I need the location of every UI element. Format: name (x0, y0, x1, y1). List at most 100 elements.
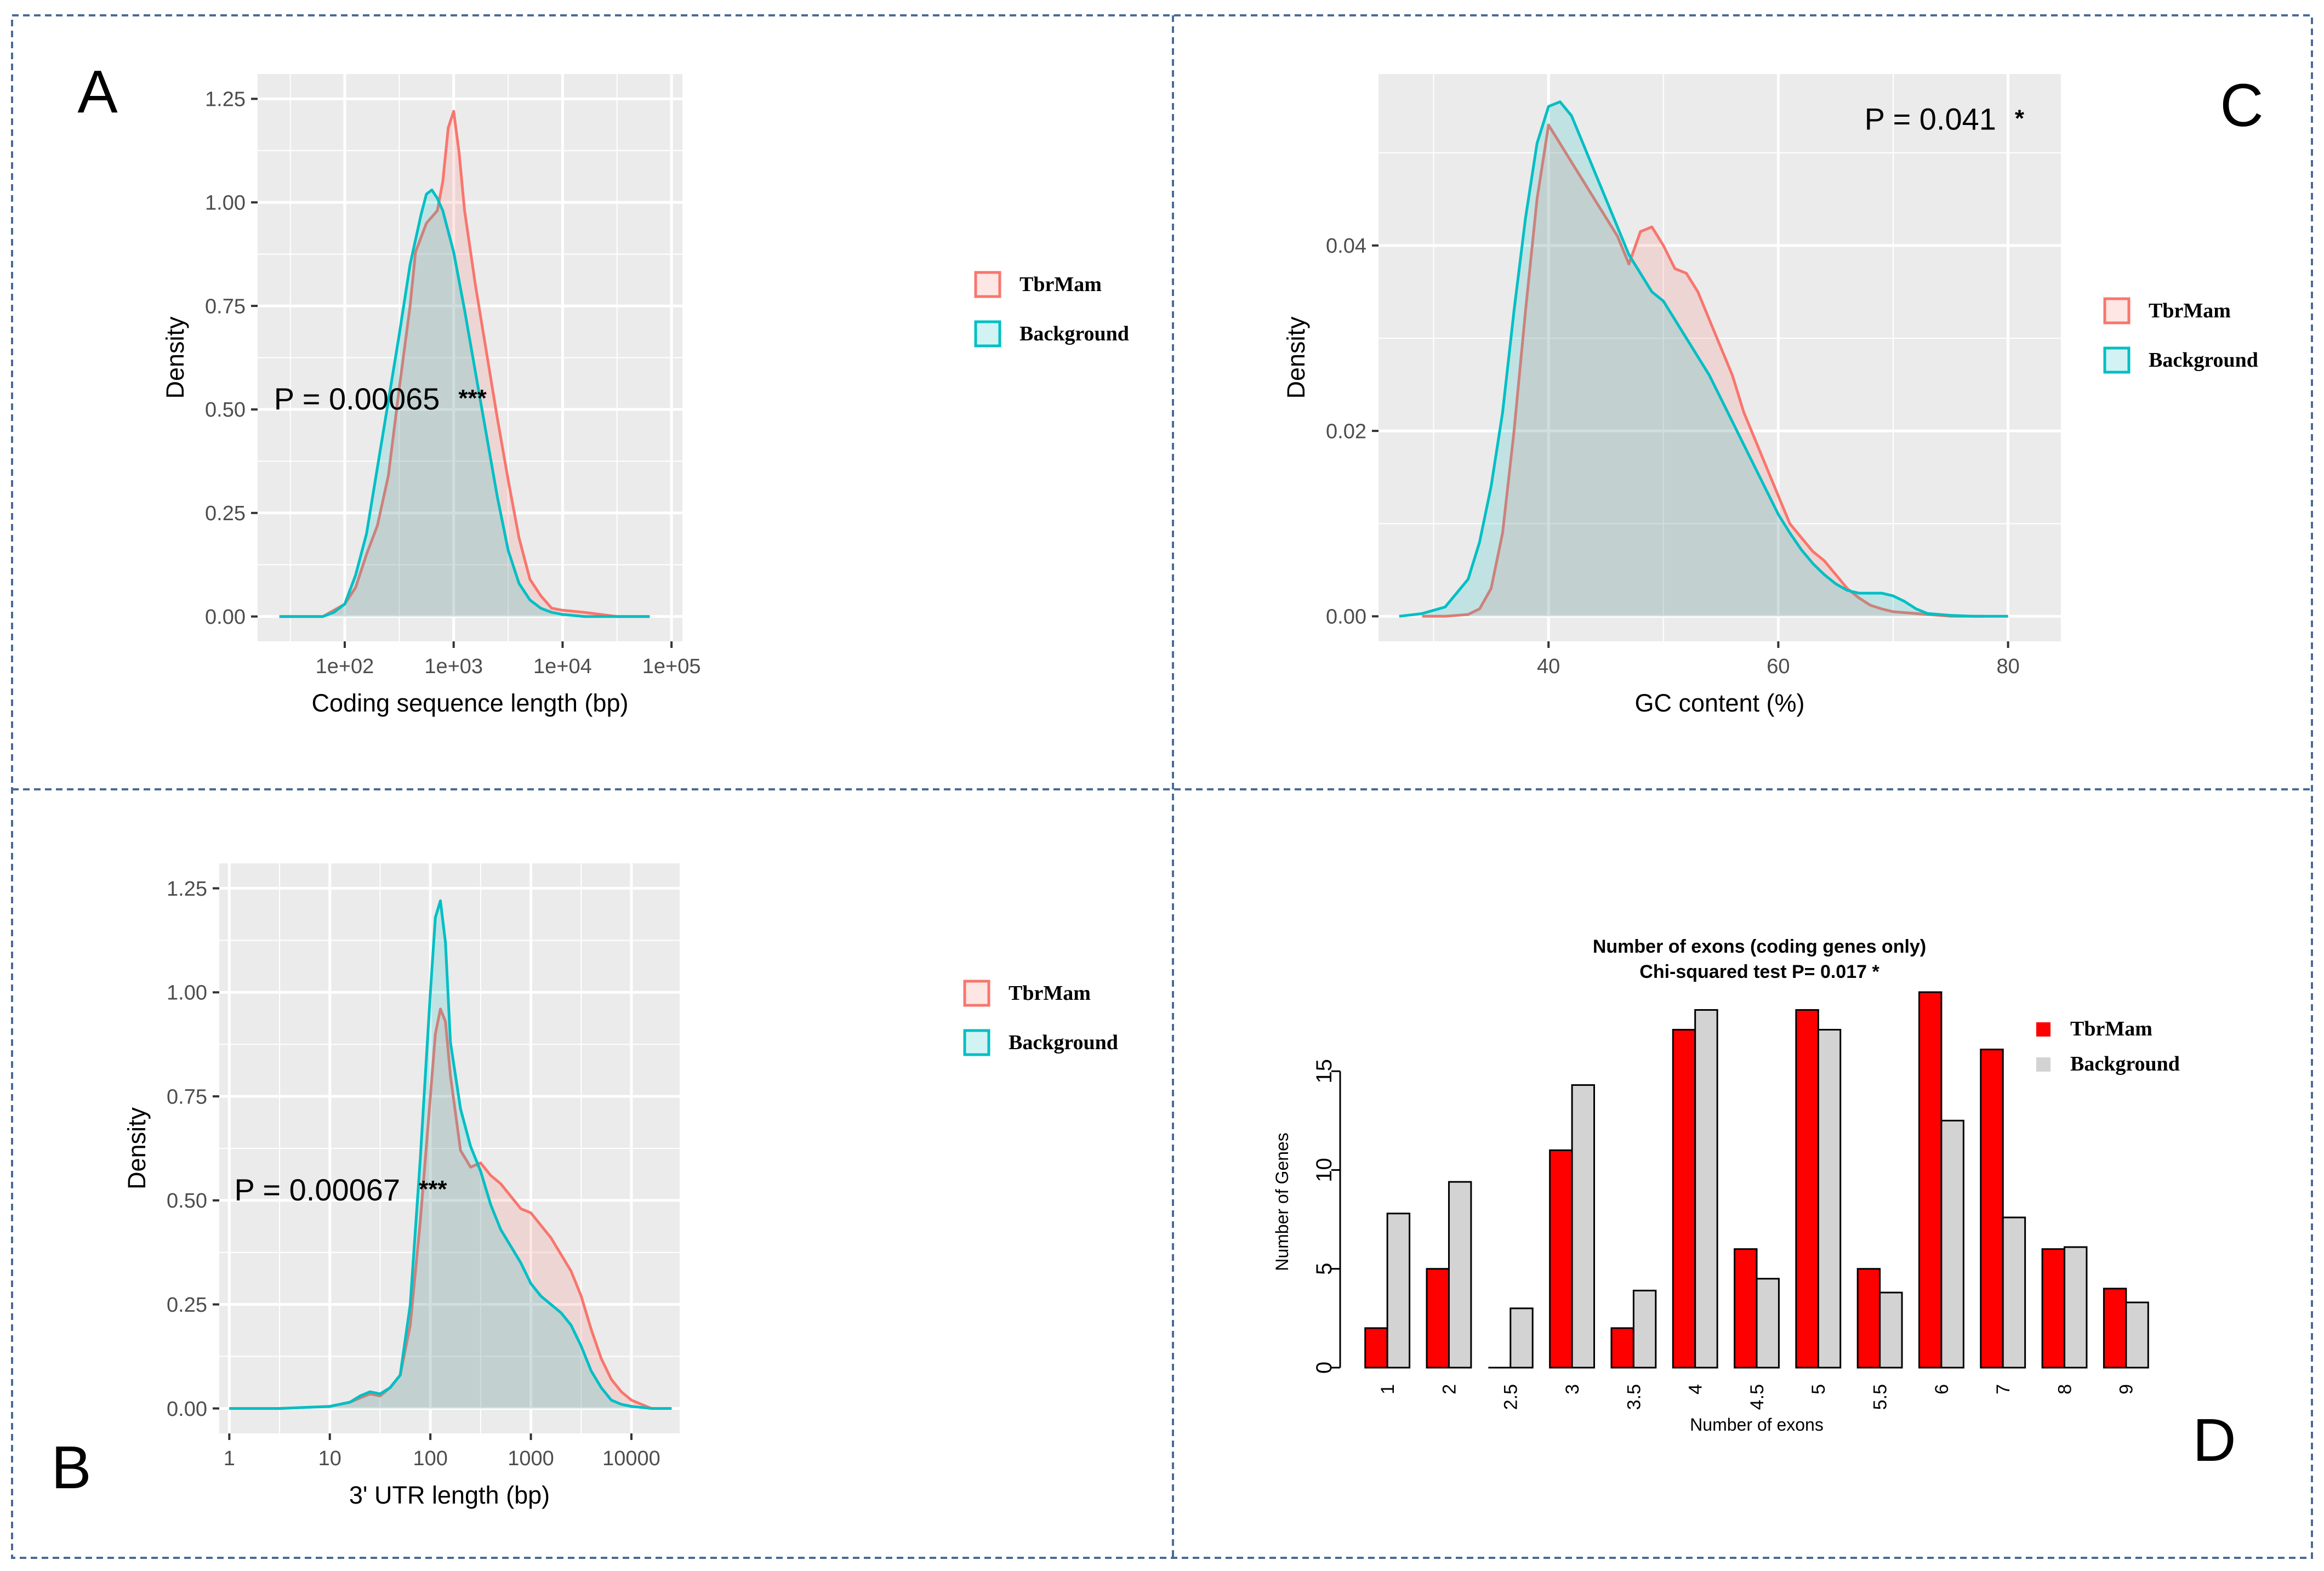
y-tick-label: 1.25 (167, 878, 207, 901)
bar-tbrmam (1856, 1268, 1881, 1369)
legend-label-tbrmam: TbrMam (1009, 982, 1091, 1005)
bar-background (1510, 1307, 1534, 1369)
x-axis-label: Number of exons (1690, 1415, 1824, 1435)
y-tick-label: 1.00 (167, 982, 207, 1005)
x-tick-label: 2 (1439, 1384, 1460, 1394)
panel-letter: A (77, 58, 118, 126)
legend-label-tbrmam: TbrMam (2149, 299, 2231, 322)
bar-tbrmam (1549, 1149, 1573, 1369)
chart-title: Number of exons (coding genes only) (1593, 936, 1926, 957)
bar-background (1940, 1119, 1964, 1369)
legend-key-tbrmam (2036, 1022, 2050, 1037)
y-tick-label: 0.50 (167, 1189, 207, 1213)
bar-background (1694, 1009, 1718, 1369)
p-value-annotation: P = 0.041 (1865, 101, 1996, 136)
x-tick-label: 6 (1932, 1384, 1952, 1394)
bar-background (1756, 1278, 1780, 1369)
x-tick-label: 1e+03 (424, 655, 483, 678)
bar-tbrmam (1980, 1049, 2004, 1369)
x-tick-label: 7 (1993, 1384, 2014, 1394)
bar-background (1879, 1291, 1903, 1369)
legend-label-background: Background (1019, 322, 1129, 345)
x-tick-label: 5.5 (1870, 1384, 1891, 1410)
y-tick-label: 0.00 (1326, 606, 1366, 629)
bar-background (1632, 1289, 1657, 1369)
legend-key-background (2036, 1057, 2050, 1072)
x-tick-label: 4 (1685, 1384, 1706, 1394)
panel-c: 40 60 80 0.00 0.02 0.04 GC content (%) Density P… (1282, 72, 2264, 717)
bar-background (2064, 1246, 2088, 1369)
legend-key-background (974, 320, 1001, 348)
x-axis-label: 3' UTR length (bp) (349, 1481, 550, 1509)
bar-tbrmam (1364, 1327, 1388, 1369)
p-value-annotation: P = 0.00065 (274, 382, 440, 416)
x-tick-label: 8 (2054, 1384, 2075, 1394)
y-axis-label: Density (123, 1107, 151, 1189)
density-area-tbrmam (279, 111, 650, 617)
y-tick-label: 0.02 (1326, 420, 1366, 443)
panel-letter: D (2192, 1407, 2236, 1474)
x-tick-label: 3.5 (1624, 1384, 1644, 1410)
x-tick-label: 100 (413, 1447, 447, 1470)
x-tick-label: 1e+02 (316, 655, 374, 678)
density-line-background (279, 189, 650, 618)
density-area-tbrmam (1422, 125, 1985, 617)
y-axis-label: Number of Genes (1272, 1132, 1292, 1271)
significance-stars: *** (419, 1176, 447, 1203)
x-tick-label: 10 (318, 1447, 341, 1470)
bar-background (2125, 1301, 2149, 1369)
density-line-background (229, 899, 672, 1410)
x-tick-label: 2.5 (1501, 1384, 1522, 1410)
y-tick-label: 0 (1312, 1362, 1336, 1374)
y-axis-label: Density (161, 316, 189, 399)
panel-letter: B (51, 1434, 91, 1501)
legend-label-tbrmam: TbrMam (2070, 1017, 2152, 1040)
x-tick-label: 60 (1767, 655, 1790, 678)
x-tick-label: 5 (1808, 1384, 1829, 1394)
y-tick-label: 0.25 (205, 502, 246, 525)
y-tick-label: 10 (1312, 1158, 1336, 1182)
significance-stars: *** (458, 385, 487, 412)
panel-d: 1 2 2.5 3 3.5 4 4.5 5 5.5 6 7 8 9 0 5 10 15 Number of exo… (1272, 936, 2236, 1474)
bar-tbrmam (1426, 1268, 1450, 1369)
figure-frame (11, 14, 2313, 1559)
y-tick-label: 0.75 (167, 1085, 207, 1108)
legend-label-tbrmam: TbrMam (1019, 273, 1102, 296)
density-area-background (279, 190, 650, 617)
y-tick-label: 0.75 (205, 295, 246, 318)
bar-tbrmam (2041, 1248, 2066, 1369)
x-axis-label: GC content (%) (1634, 689, 1804, 717)
density-line-tbrmam (229, 1008, 672, 1410)
bar-tbrmam (1672, 1029, 1696, 1369)
legend-label-background: Background (2070, 1052, 2180, 1075)
y-tick-label: 0.00 (205, 606, 246, 629)
legend-key-background (963, 1029, 990, 1056)
legend-label-background: Background (1009, 1031, 1118, 1054)
density-line-tbrmam (279, 110, 650, 618)
legend-key-tbrmam (974, 271, 1001, 298)
chart-subtitle: Chi-squared test P= 0.017 * (1639, 961, 1879, 982)
x-tick-label: 9 (2116, 1384, 2137, 1394)
legend-key-tbrmam (2103, 297, 2131, 325)
x-tick-label: 1e+05 (642, 655, 701, 678)
p-value-annotation: P = 0.00067 (235, 1172, 401, 1207)
x-axis-label: Coding sequence length (bp) (312, 689, 629, 717)
bar-background (1571, 1084, 1596, 1369)
y-tick-label: 1.00 (205, 191, 246, 214)
bar-background (1448, 1181, 1472, 1369)
y-tick-label: 0.25 (167, 1294, 207, 1317)
density-area-tbrmam (229, 1009, 672, 1409)
legend-label-background: Background (2149, 349, 2258, 372)
y-tick-label: 15 (1312, 1059, 1336, 1084)
bar-tbrmam (2103, 1288, 2127, 1369)
legend-key-tbrmam (963, 980, 990, 1007)
bar-background (2002, 1216, 2026, 1369)
x-tick-label: 40 (1537, 655, 1560, 678)
bar-background (1386, 1213, 1411, 1369)
bar-tbrmam (1918, 991, 1943, 1369)
panel-a: 1e+02 1e+03 1e+04 1e+05 0.00 0.25 0.50 0.75 1.00… (77, 58, 1129, 717)
x-tick-label: 10000 (602, 1447, 660, 1470)
x-tick-label: 1e+04 (533, 655, 592, 678)
bar-tbrmam (1610, 1327, 1634, 1369)
outer-border (11, 14, 2313, 1559)
